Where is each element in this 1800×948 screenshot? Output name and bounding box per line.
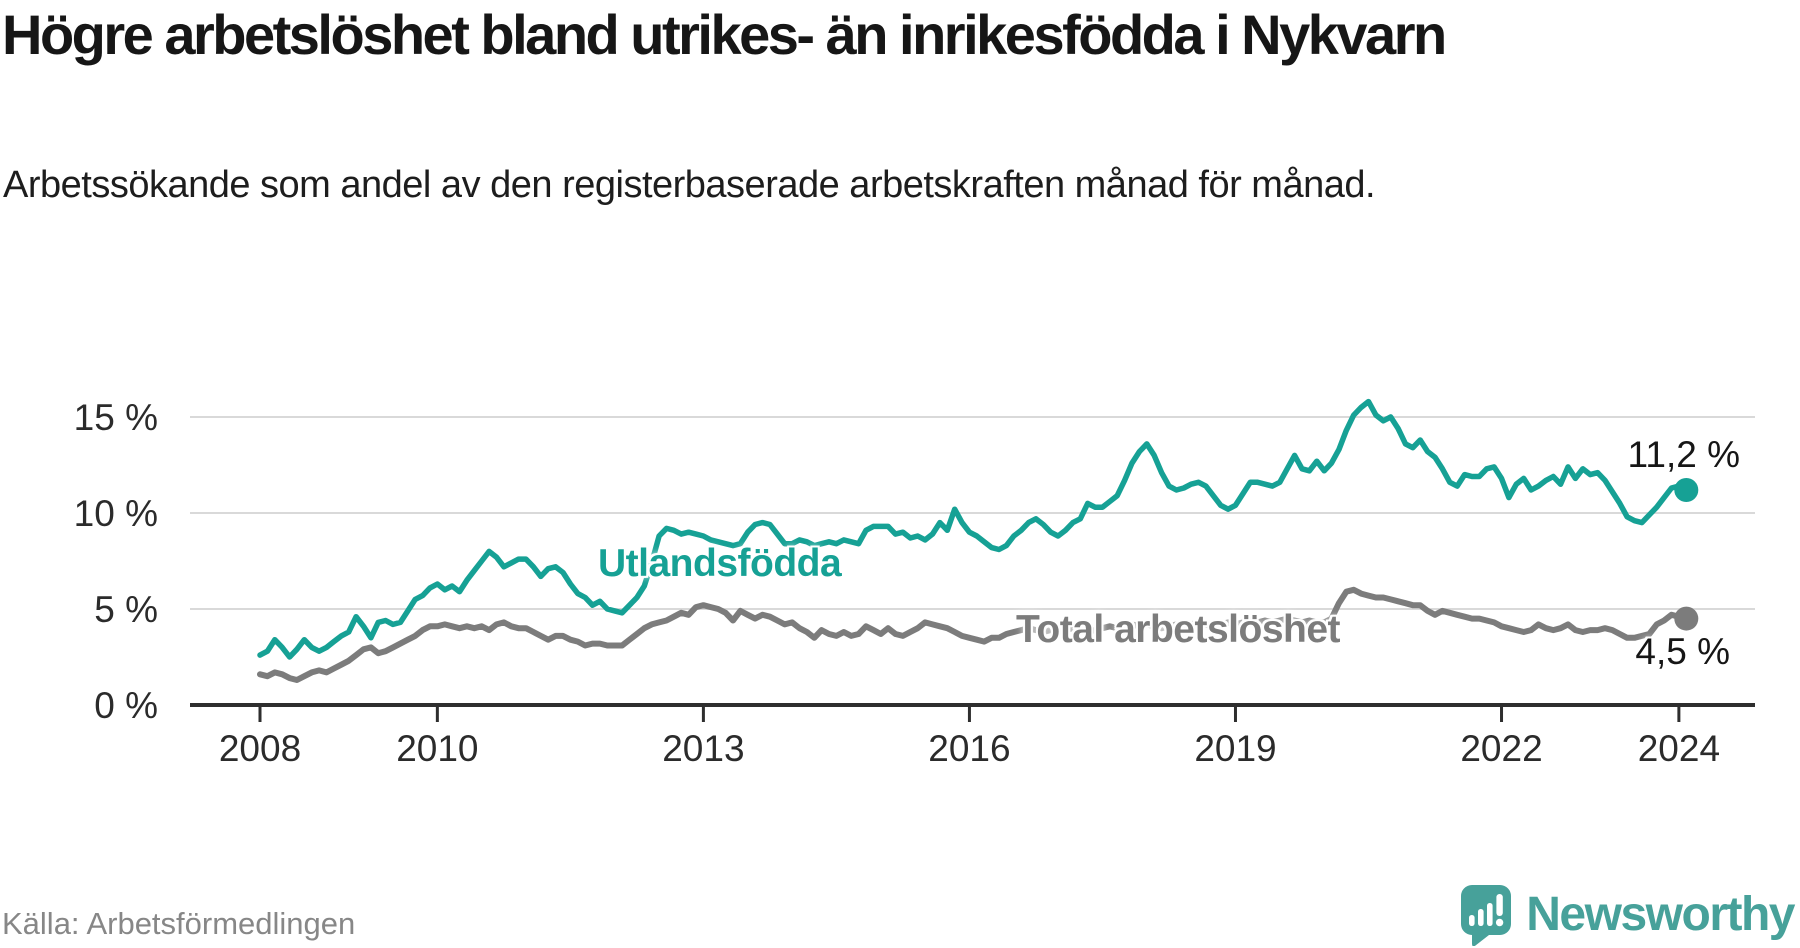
series-label-utlandsfodda: Utlandsfödda [598, 542, 842, 585]
y-tick-label: 10 % [74, 493, 158, 534]
y-tick-label: 15 % [74, 397, 158, 438]
series-line-total [257, 586, 1690, 683]
x-axis-ticks [258, 705, 1681, 722]
series-lines [257, 398, 1690, 683]
x-tick-label: 2019 [1194, 728, 1276, 769]
series-label-total: Total arbetslöshet [1016, 608, 1341, 651]
newsworthy-icon [1461, 885, 1512, 946]
end-value-utlandsfodda: 11,2 % [1627, 434, 1740, 475]
page-title: Högre arbetslöshet bland utrikes- än inr… [2, 3, 1447, 66]
chart-subtitle: Arbetssökande som andel av den registerb… [3, 164, 1376, 206]
bar-medium [1478, 909, 1484, 926]
newsworthy-wordmark: Newsworthy [1526, 888, 1795, 941]
series-line-utlandsfodda [257, 398, 1690, 660]
exclamation-dot [1496, 918, 1504, 927]
series-end-dots [1674, 478, 1699, 631]
x-tick-label: 2022 [1460, 728, 1542, 769]
x-tick-label: 2010 [396, 728, 478, 769]
y-tick-label: 5 % [94, 589, 158, 630]
end-dot-total [1674, 606, 1699, 631]
x-tick-label: 2013 [662, 728, 744, 769]
end-value-total: 4,5 % [1635, 631, 1730, 672]
end-dot-utlandsfodda [1674, 478, 1699, 502]
source-note: Källa: Arbetsförmedlingen [2, 906, 356, 941]
x-tick-label: 2016 [928, 728, 1010, 769]
gridlines [190, 416, 1755, 707]
y-tick-label: 0 % [94, 685, 158, 726]
x-axis-labels: 2008 2010 2013 2016 2019 2022 2024 [219, 728, 1720, 769]
newsworthy-logo: Newsworthy [1459, 884, 1795, 946]
speech-bubble-shape [1461, 885, 1512, 946]
bar-large [1487, 903, 1493, 926]
x-tick-label: 2024 [1638, 728, 1720, 769]
x-tick-label: 2008 [219, 728, 301, 769]
exclamation-bar [1496, 894, 1504, 916]
bar-small [1469, 915, 1475, 926]
y-axis-labels: 15 % 10 % 5 % 0 % [74, 397, 158, 726]
plot-area: 15 %10 %5 %0 % 2008 2010 2013 2016 2019 2022 2… [74, 397, 1755, 769]
